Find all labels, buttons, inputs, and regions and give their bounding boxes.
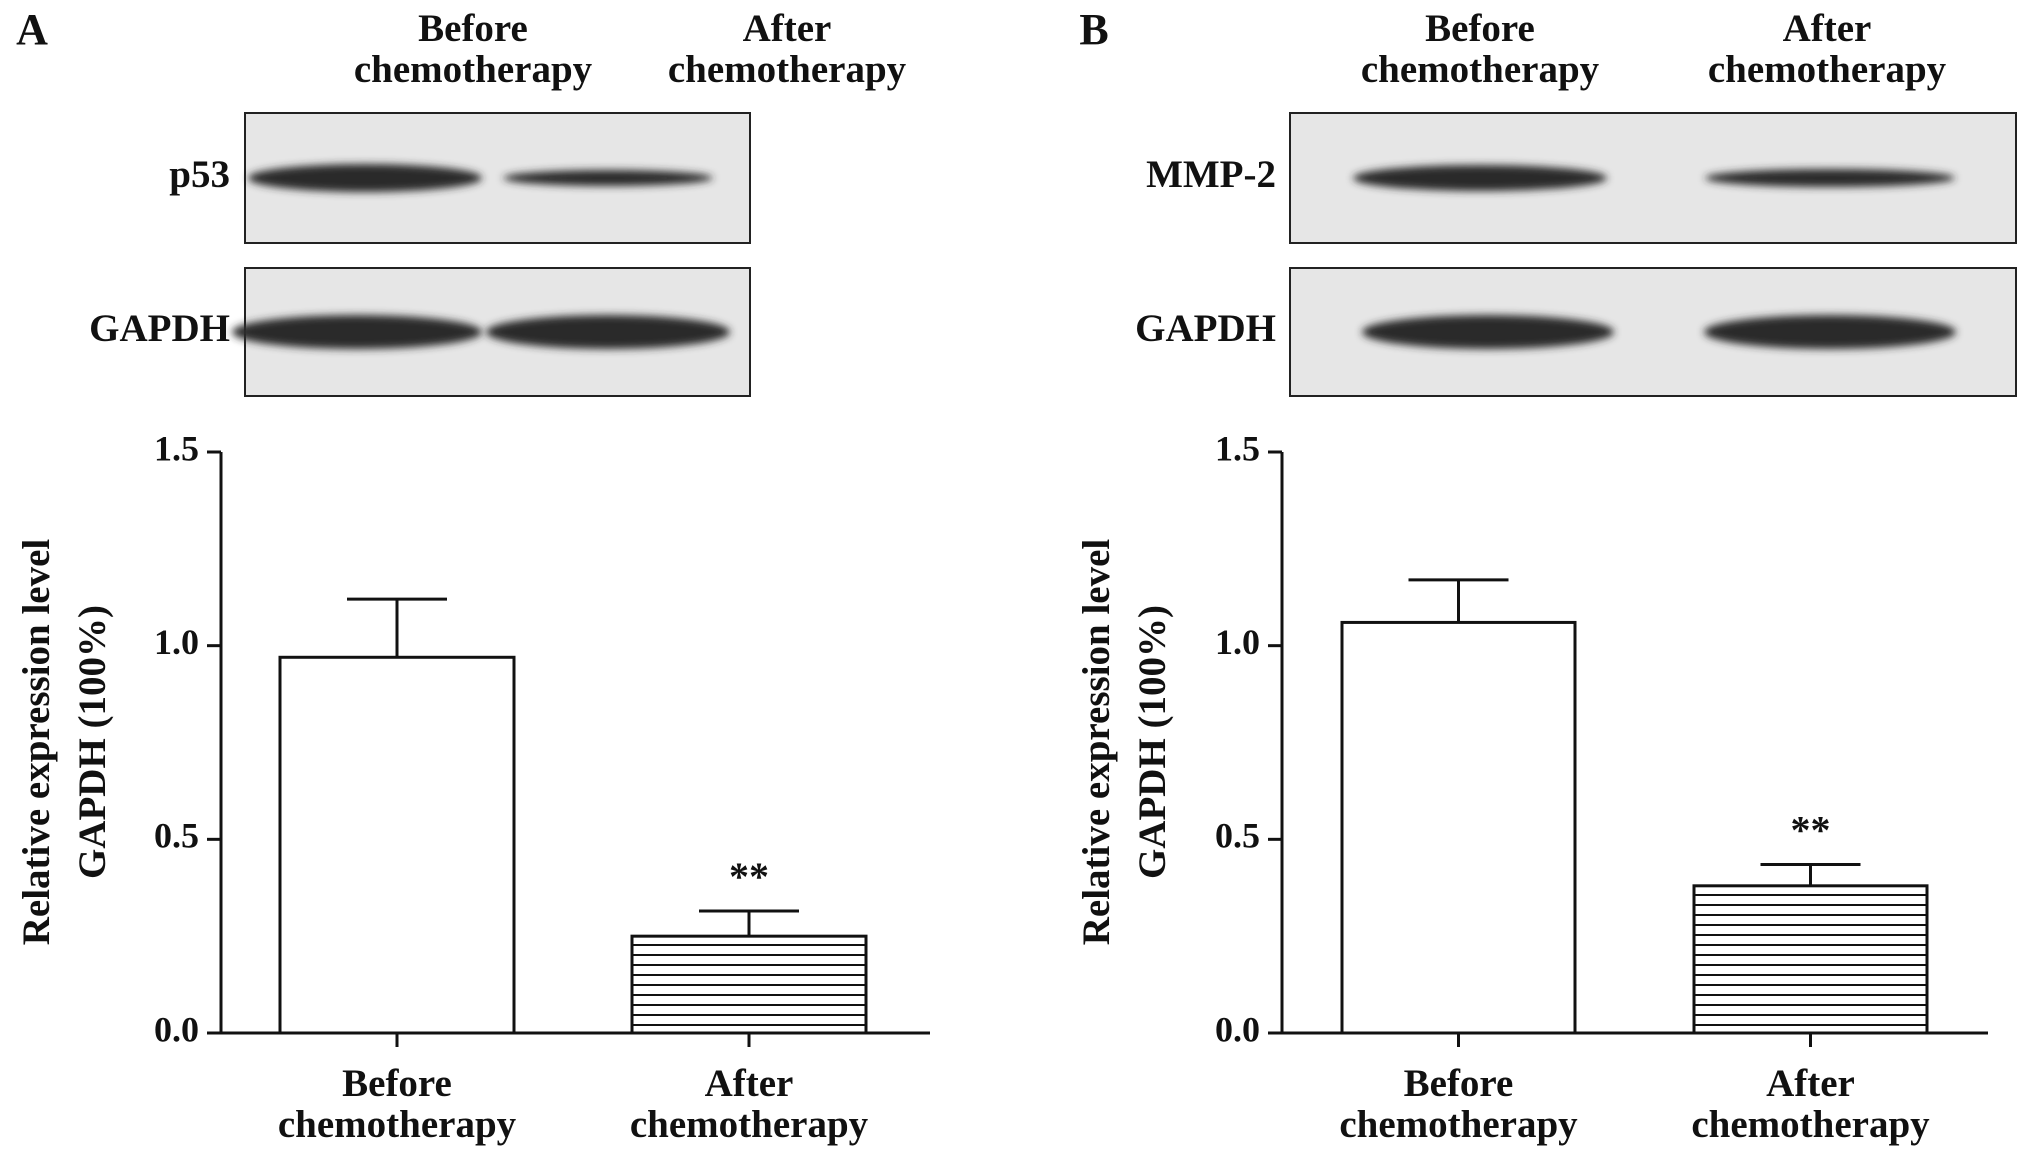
y-axis-label: Relative expression level — [1075, 539, 1118, 946]
x-tick-label: After chemotherapy — [1691, 1062, 1930, 1146]
blot-row-label: MMP-2 — [1146, 153, 1276, 196]
bar — [630, 934, 868, 1035]
blot-column-label: Before chemotherapy — [353, 7, 593, 91]
blot-row-label: p53 — [169, 153, 230, 196]
blot-column-label: After chemotherapy — [1707, 7, 1947, 91]
bar — [278, 655, 516, 1035]
blot-band — [232, 315, 482, 349]
y-tick-label: 1.0 — [154, 622, 199, 662]
bar — [1692, 884, 1929, 1035]
y-axis-label: Relative expression level — [15, 539, 58, 946]
y-tick-label: 0.5 — [1215, 816, 1260, 856]
y-tick-label: 1.5 — [1215, 428, 1260, 468]
blot-column-label: After chemotherapy — [667, 7, 907, 91]
blot-band — [1353, 165, 1607, 191]
blot-row-label: GAPDH — [89, 307, 230, 350]
blot-band — [486, 315, 730, 349]
blot-row-label: GAPDH — [1135, 307, 1276, 350]
x-tick-label: Before chemotherapy — [277, 1062, 517, 1146]
y-tick-label: 0.0 — [1215, 1009, 1260, 1049]
x-tick-label: After chemotherapy — [629, 1062, 869, 1146]
significance-label: ** — [1791, 808, 1831, 853]
y-tick-label: 0.0 — [154, 1009, 199, 1049]
blot-band — [503, 170, 713, 186]
y-tick-label: 0.5 — [154, 816, 199, 856]
bar — [1340, 620, 1577, 1035]
blot-band — [1704, 315, 1956, 349]
x-tick-label: Before chemotherapy — [1339, 1062, 1578, 1146]
panel-label: A — [16, 5, 48, 54]
y-axis-label: GAPDH (100%) — [71, 605, 114, 879]
y-tick-label: 1.0 — [1215, 622, 1260, 662]
blot-band — [248, 164, 482, 192]
blot-column-label: Before chemotherapy — [1360, 7, 1600, 91]
panel-label: B — [1079, 5, 1108, 54]
significance-label: ** — [729, 854, 769, 899]
y-axis-label: GAPDH (100%) — [1131, 605, 1174, 879]
y-tick-label: 1.5 — [154, 428, 199, 468]
blot-band — [1705, 169, 1955, 187]
blot-band — [1362, 315, 1614, 349]
